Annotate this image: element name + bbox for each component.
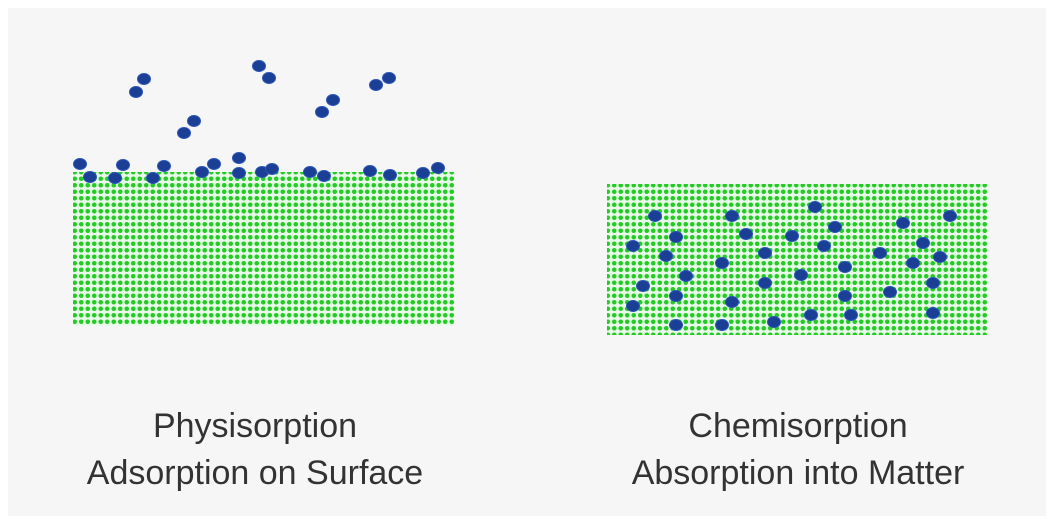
- molecule-atom: [146, 172, 160, 184]
- molecules: [73, 60, 957, 331]
- molecule-atom: [648, 210, 662, 222]
- panel-subtitle: Absorption into Matter: [632, 454, 965, 492]
- molecule-atom: [943, 210, 957, 222]
- molecule-atom: [873, 247, 887, 259]
- surface-block: [73, 172, 454, 326]
- molecule-atom: [794, 269, 808, 281]
- molecule-atom: [933, 251, 947, 263]
- molecule-atom: [679, 270, 693, 282]
- molecule-atom: [317, 170, 331, 182]
- molecule-atom: [758, 277, 772, 289]
- panel-title: Chemisorption: [688, 407, 907, 445]
- molecule-atom: [177, 127, 191, 139]
- molecule-atom: [758, 247, 772, 259]
- molecule-atom: [926, 277, 940, 289]
- molecule-atom: [725, 296, 739, 308]
- molecule-atom: [808, 201, 822, 213]
- molecule-atom: [926, 307, 940, 319]
- molecule-atom: [838, 290, 852, 302]
- molecule-atom: [303, 166, 317, 178]
- molecule-atom: [659, 250, 673, 262]
- molecule-atom: [906, 257, 920, 269]
- molecule-atom: [817, 240, 831, 252]
- molecule-atom: [73, 158, 87, 170]
- molecule-atom: [669, 319, 683, 331]
- molecule-atom: [207, 158, 221, 170]
- molecule-atom: [195, 166, 209, 178]
- molecule-atom: [252, 60, 266, 72]
- molecule-atom: [416, 167, 430, 179]
- molecule-atom: [265, 163, 279, 175]
- molecule-atom: [739, 228, 753, 240]
- molecule-atom: [431, 162, 445, 174]
- molecule-atom: [828, 221, 842, 233]
- molecule-atom: [83, 171, 97, 183]
- molecule-atom: [626, 300, 640, 312]
- molecule-atom: [715, 319, 729, 331]
- panel-title: Physisorption: [153, 407, 357, 445]
- molecule-atom: [137, 73, 151, 85]
- molecule-atom: [785, 230, 799, 242]
- panel-subtitle: Adsorption on Surface: [87, 454, 423, 492]
- molecule-atom: [383, 169, 397, 181]
- molecule-atom: [369, 79, 383, 91]
- molecule-atom: [116, 159, 130, 171]
- molecule-atom: [669, 231, 683, 243]
- molecule-atom: [715, 257, 729, 269]
- molecule-atom: [725, 210, 739, 222]
- molecule-atom: [326, 94, 340, 106]
- molecule-atom: [626, 240, 640, 252]
- molecule-atom: [108, 172, 122, 184]
- molecule-atom: [896, 217, 910, 229]
- molecule-atom: [916, 237, 930, 249]
- molecule-atom: [363, 165, 377, 177]
- molecule-atom: [157, 160, 171, 172]
- molecule-atom: [636, 280, 650, 292]
- molecule-atom: [838, 261, 852, 273]
- molecule-atom: [382, 72, 396, 84]
- molecule-atom: [883, 286, 897, 298]
- molecule-atom: [844, 309, 858, 321]
- molecule-atom: [262, 72, 276, 84]
- molecule-atom: [129, 86, 143, 98]
- molecule-atom: [767, 316, 781, 328]
- molecule-atom: [669, 290, 683, 302]
- molecule-atom: [187, 115, 201, 127]
- molecule-atom: [804, 309, 818, 321]
- molecule-atom: [315, 106, 329, 118]
- molecule-atom: [232, 167, 246, 179]
- molecule-atom: [232, 152, 246, 164]
